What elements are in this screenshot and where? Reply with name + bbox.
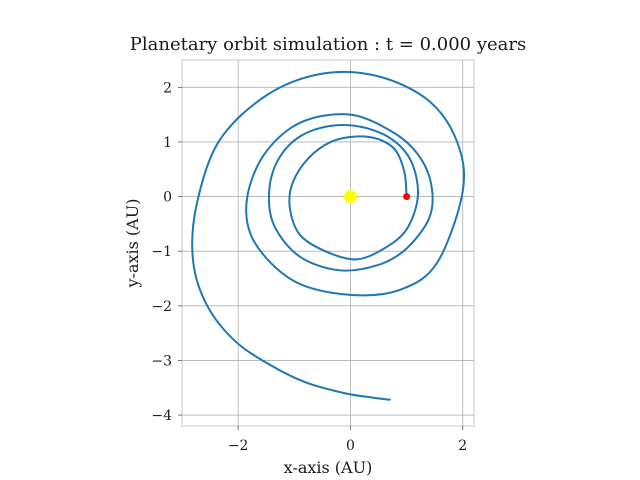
x-tick-label: 2 bbox=[458, 438, 467, 454]
marker-layer bbox=[343, 190, 411, 204]
x-tick-label: 0 bbox=[346, 438, 355, 454]
planet-marker bbox=[403, 193, 411, 201]
x-tick-label: −2 bbox=[228, 438, 249, 454]
chart-title: Planetary orbit simulation : t = 0.000 y… bbox=[130, 34, 526, 55]
series-layer bbox=[191, 70, 466, 401]
ticks: −2 0 2 2 1 0 −1 −2 −3 −4 bbox=[151, 80, 467, 454]
y-tick-label: 1 bbox=[163, 135, 172, 151]
y-tick-label: 2 bbox=[163, 80, 172, 96]
grid bbox=[182, 60, 474, 426]
y-tick-label: −3 bbox=[151, 353, 172, 369]
y-tick-label: −2 bbox=[151, 299, 172, 315]
y-tick-label: −4 bbox=[151, 408, 172, 424]
y-axis-label: y-axis (AU) bbox=[123, 199, 142, 289]
sun-marker bbox=[343, 190, 357, 204]
x-axis-label: x-axis (AU) bbox=[284, 458, 373, 477]
y-tick-label: −1 bbox=[151, 244, 172, 260]
y-tick-label: 0 bbox=[163, 190, 172, 206]
plot-frame bbox=[181, 59, 475, 427]
orbit-trajectory-line bbox=[191, 70, 466, 401]
